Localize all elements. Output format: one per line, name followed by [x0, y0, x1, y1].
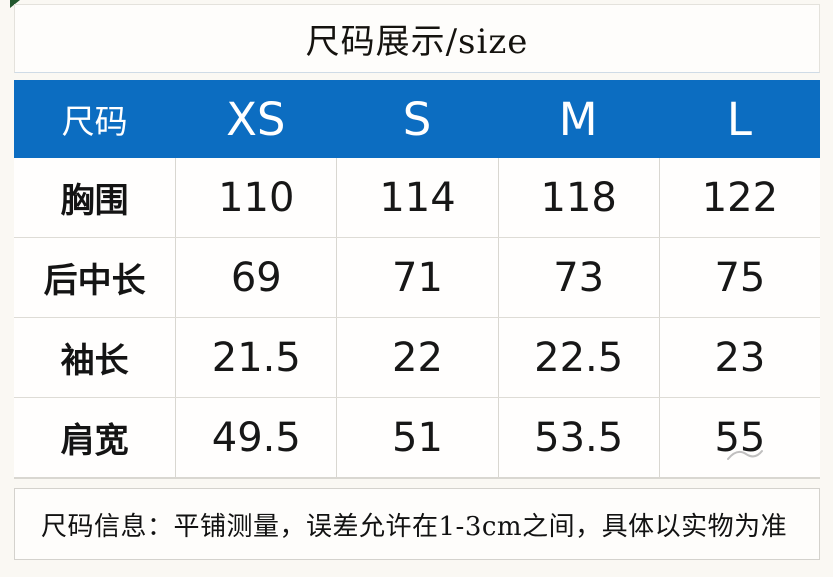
size-table: 尺码 XS S M L 胸围 110 114 118 122 后中长 69 71… — [14, 80, 820, 479]
page-title: 尺码展示/size — [305, 22, 529, 62]
table-row-chest: 胸围 110 114 118 122 — [14, 158, 820, 238]
header-cell-s: S — [402, 92, 432, 146]
cell-value: 71 — [336, 238, 497, 317]
title-box: 尺码展示/size — [14, 4, 820, 73]
size-table-body: 胸围 110 114 118 122 后中长 69 71 73 75 袖长 21… — [14, 158, 820, 479]
cell-value: 53.5 — [497, 398, 659, 477]
cell-value: 23 — [658, 318, 820, 397]
cell-value: 51 — [336, 398, 497, 477]
cell-value: 73 — [497, 238, 659, 317]
cell-value: 122 — [658, 158, 820, 237]
size-chart-sheet: 尺码展示/size 尺码 XS S M L 胸围 110 114 118 122… — [14, 4, 820, 560]
row-label: 肩宽 — [60, 421, 129, 461]
cell-value: 22 — [336, 318, 497, 397]
cell-value: 69 — [175, 238, 336, 317]
cell-value: 75 — [658, 238, 820, 317]
header-cell-size-label: 尺码 — [61, 102, 128, 141]
table-row-back-length: 后中长 69 71 73 75 — [14, 238, 820, 318]
table-row-shoulder-width: 肩宽 49.5 51 53.5 55 — [14, 398, 820, 478]
table-row-sleeve-length: 袖长 21.5 22 22.5 23 — [14, 318, 820, 398]
cell-value: 49.5 — [175, 398, 336, 477]
cell-value: 110 — [175, 158, 336, 237]
cell-value: 114 — [336, 158, 497, 237]
cell-value: 118 — [497, 158, 659, 237]
size-info-note-box: 尺码信息：平铺测量，误差允许在1-3cm之间，具体以实物为准 — [14, 488, 820, 560]
header-cell-m: M — [558, 92, 598, 146]
cell-value: 55 — [658, 398, 820, 477]
cell-value: 21.5 — [175, 318, 336, 397]
row-label: 胸围 — [60, 181, 129, 221]
cell-value: 22.5 — [497, 318, 659, 397]
row-label: 后中长 — [43, 261, 146, 301]
size-info-note: 尺码信息：平铺测量，误差允许在1-3cm之间，具体以实物为准 — [41, 511, 788, 542]
header-cell-l: L — [726, 92, 752, 146]
header-cell-xs: XS — [226, 92, 286, 146]
size-table-header-row: 尺码 XS S M L — [14, 80, 820, 158]
pen-squiggle-artifact — [727, 450, 763, 460]
row-label: 袖长 — [60, 341, 129, 381]
